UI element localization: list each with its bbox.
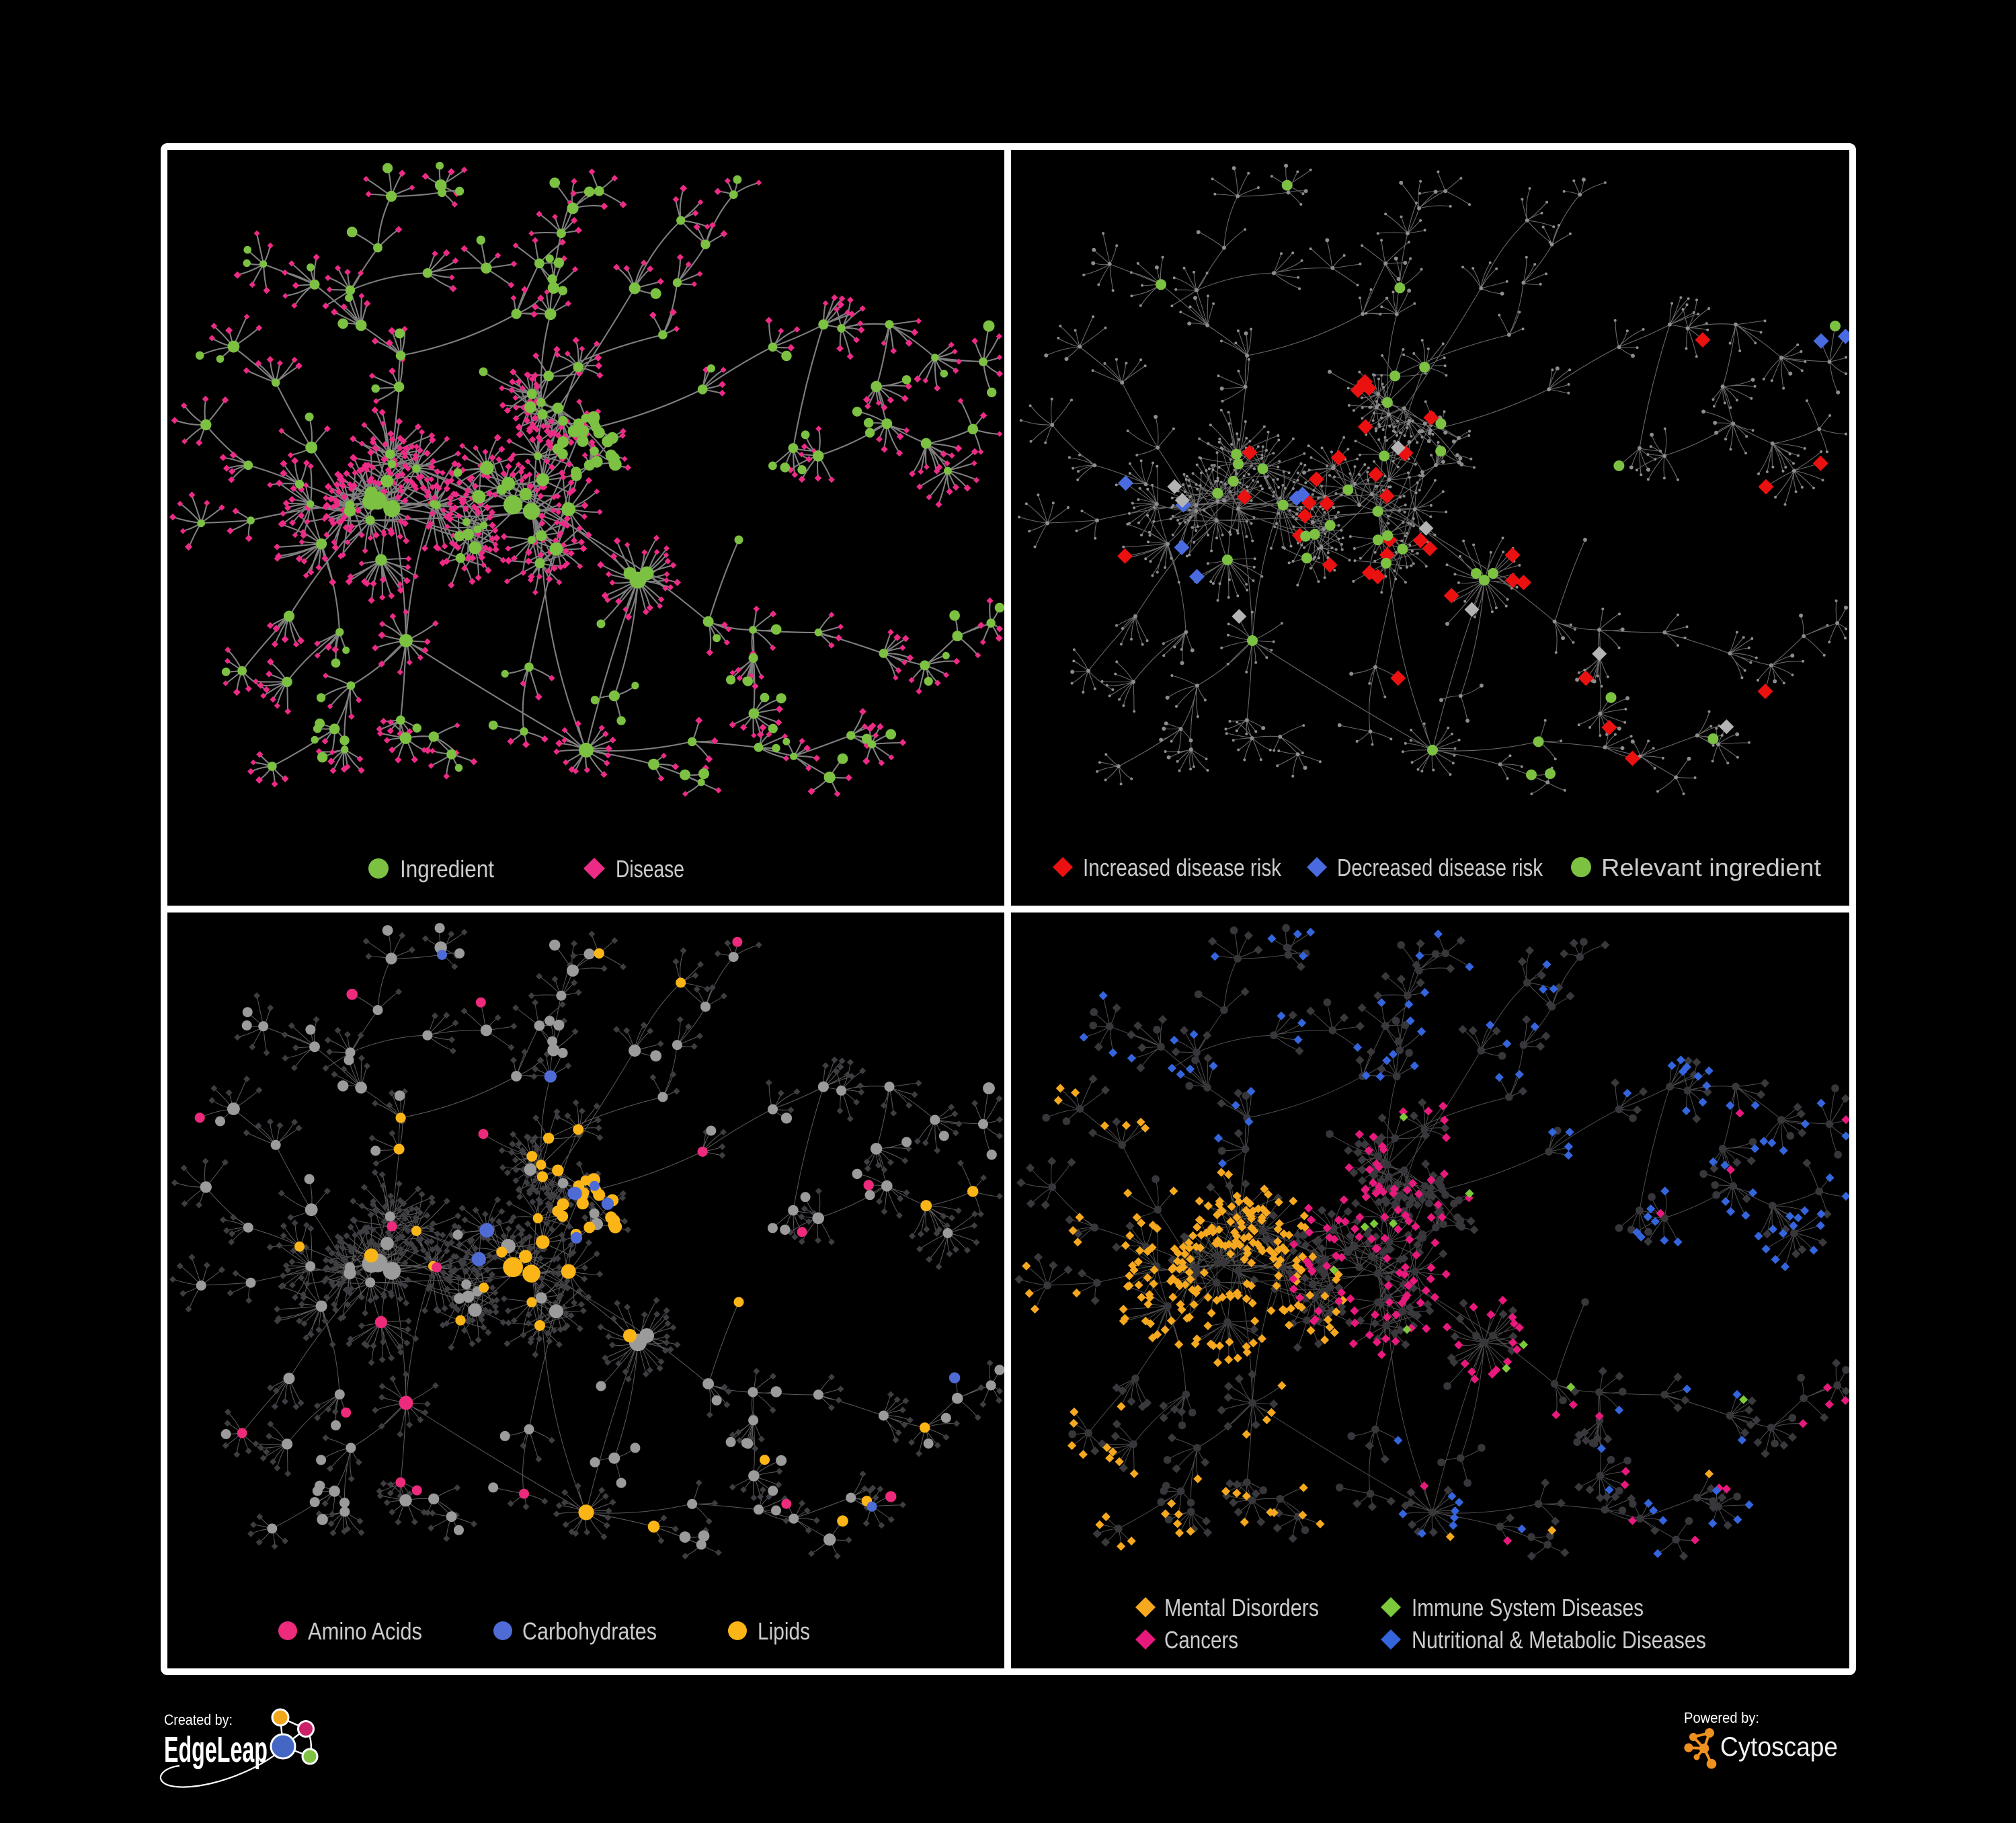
svg-text:Powered by:: Powered by: — [1684, 1709, 1759, 1726]
svg-text:Lipids: Lipids — [758, 1617, 810, 1645]
svg-text:Cancers: Cancers — [1164, 1626, 1238, 1654]
svg-text:Nutritional & Metabolic Diseas: Nutritional & Metabolic Diseases — [1412, 1626, 1706, 1654]
svg-text:Relevant ingredient: Relevant ingredient — [1601, 854, 1821, 881]
svg-text:EdgeLeap: EdgeLeap — [164, 1730, 268, 1770]
svg-text:Immune System Diseases: Immune System Diseases — [1412, 1594, 1644, 1621]
svg-text:Carbohydrates: Carbohydrates — [522, 1617, 657, 1645]
svg-text:Mental Disorders: Mental Disorders — [1164, 1594, 1319, 1621]
svg-text:Amino Acids: Amino Acids — [308, 1617, 422, 1645]
svg-text:Ingredient: Ingredient — [400, 855, 494, 883]
svg-text:Disease: Disease — [616, 855, 684, 883]
svg-text:Decreased disease risk: Decreased disease risk — [1337, 854, 1543, 881]
svg-text:Increased disease risk: Increased disease risk — [1083, 854, 1282, 881]
svg-text:Cytoscape: Cytoscape — [1720, 1732, 1838, 1762]
svg-text:Created by:: Created by: — [164, 1711, 233, 1728]
